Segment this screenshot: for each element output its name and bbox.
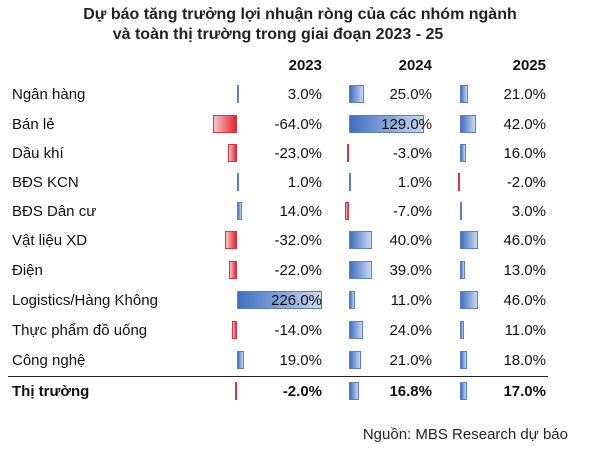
row-label-thi-truong: Thị trường — [12, 383, 90, 400]
chart-title-line-2: và toàn thị trường trong giai đoạn 2023 … — [112, 26, 444, 43]
value-thi-truong-2025: 17.0% — [503, 383, 546, 400]
value-dien-2023: -22.0% — [274, 262, 322, 279]
bar-bds-kcn-2023 — [237, 173, 239, 191]
bar-dau-khi-2023 — [228, 144, 237, 162]
bar-logistics-hang-khong-2024 — [349, 291, 356, 309]
row-label-ban-le: Bán lẻ — [12, 116, 55, 133]
bar-cong-nghe-2025 — [460, 351, 468, 369]
row-label-bds-dan-cu: BĐS Dân cư — [12, 203, 97, 220]
value-ban-le-2023: -64.0% — [274, 116, 322, 133]
value-ngan-hang-2023: 3.0% — [287, 86, 322, 103]
value-vat-lieu-xd-2024: 40.0% — [389, 232, 432, 249]
value-bds-dan-cu-2024: -7.0% — [392, 203, 432, 220]
bar-logistics-hang-khong-2025 — [460, 291, 478, 309]
year-header-2023: 2023 — [288, 57, 322, 74]
value-dien-2025: 13.0% — [503, 262, 546, 279]
row-label-cong-nghe: Công nghệ — [12, 352, 86, 369]
bar-bds-dan-cu-2025 — [460, 202, 462, 220]
value-thuc-pham-do-uong-2023: -14.0% — [274, 322, 322, 339]
value-logistics-hang-khong-2025: 46.0% — [503, 292, 546, 309]
bar-ban-le-2024 — [349, 115, 424, 133]
bar-cong-nghe-2023 — [237, 351, 245, 369]
source-note: Nguồn: MBS Research dự báo — [362, 426, 568, 443]
row-label-logistics-hang-khong: Logistics/Hàng Không — [12, 292, 158, 309]
bar-thi-truong-2024 — [349, 382, 359, 400]
bar-thi-truong-2025 — [460, 382, 467, 400]
value-bds-kcn-2024: 1.0% — [397, 174, 432, 191]
year-header-2025: 2025 — [512, 57, 546, 74]
bar-ban-le-2025 — [460, 115, 477, 133]
value-cong-nghe-2024: 21.0% — [389, 352, 432, 369]
total-separator-rule — [8, 376, 548, 377]
chart-title-line-1: Dự báo tăng trưởng lợi nhuận ròng của cá… — [83, 6, 517, 23]
value-vat-lieu-xd-2023: -32.0% — [274, 232, 322, 249]
value-dau-khi-2024: -3.0% — [392, 145, 432, 162]
bar-bds-dan-cu-2023 — [237, 202, 243, 220]
bar-bds-dan-cu-2024 — [344, 202, 349, 220]
value-logistics-hang-khong-2023: 226.0% — [271, 292, 322, 309]
bar-vat-lieu-xd-2025 — [460, 231, 478, 249]
row-label-thuc-pham-do-uong: Thực phẩm đồ uống — [12, 322, 148, 339]
value-cong-nghe-2025: 18.0% — [503, 352, 546, 369]
bar-bds-kcn-2024 — [349, 173, 351, 191]
bar-dien-2023 — [228, 261, 237, 279]
bar-ngan-hang-2023 — [237, 85, 239, 103]
bar-ngan-hang-2024 — [349, 85, 364, 103]
value-thuc-pham-do-uong-2025: 11.0% — [504, 322, 546, 339]
bar-dien-2025 — [460, 261, 466, 279]
value-thi-truong-2024: 16.8% — [389, 383, 432, 400]
row-label-bds-kcn: BĐS KCN — [12, 174, 79, 191]
value-dau-khi-2023: -23.0% — [274, 145, 322, 162]
bar-thuc-pham-do-uong-2024 — [349, 321, 363, 339]
row-label-dien: Điện — [12, 262, 43, 279]
bar-bds-kcn-2025 — [458, 173, 460, 191]
row-label-dau-khi: Dầu khí — [12, 145, 64, 162]
value-thuc-pham-do-uong-2024: 24.0% — [389, 322, 432, 339]
year-header-2024: 2024 — [398, 57, 432, 74]
bar-cong-nghe-2024 — [349, 351, 362, 369]
value-bds-dan-cu-2025: 3.0% — [511, 203, 546, 220]
bar-ban-le-2023 — [212, 115, 237, 133]
value-ban-le-2024: 129.0% — [381, 116, 432, 133]
value-bds-dan-cu-2023: 14.0% — [279, 203, 322, 220]
value-dau-khi-2025: 16.0% — [503, 145, 546, 162]
bar-vat-lieu-xd-2024 — [349, 231, 373, 249]
bar-logistics-hang-khong-2023 — [237, 291, 322, 309]
bar-dien-2024 — [349, 261, 372, 279]
bar-thi-truong-2023 — [235, 382, 237, 400]
bar-ngan-hang-2025 — [460, 85, 469, 103]
value-bds-kcn-2025: -2.0% — [506, 174, 546, 191]
row-label-ngan-hang: Ngân hàng — [12, 86, 86, 103]
value-logistics-hang-khong-2024: 11.0% — [390, 292, 432, 309]
bar-thuc-pham-do-uong-2023 — [231, 321, 237, 339]
value-ngan-hang-2024: 25.0% — [389, 86, 432, 103]
value-dien-2024: 39.0% — [389, 262, 432, 279]
value-vat-lieu-xd-2025: 46.0% — [503, 232, 546, 249]
value-ngan-hang-2025: 21.0% — [503, 86, 546, 103]
row-label-vat-lieu-xd: Vật liệu XD — [12, 232, 88, 249]
value-ban-le-2025: 42.0% — [503, 116, 546, 133]
value-cong-nghe-2023: 19.0% — [279, 352, 322, 369]
bar-thuc-pham-do-uong-2025 — [460, 321, 465, 339]
bar-vat-lieu-xd-2023 — [224, 231, 237, 249]
value-bds-kcn-2023: 1.0% — [287, 174, 322, 191]
value-thi-truong-2023: -2.0% — [282, 383, 322, 400]
bar-dau-khi-2024 — [347, 144, 349, 162]
bar-dau-khi-2025 — [460, 144, 467, 162]
